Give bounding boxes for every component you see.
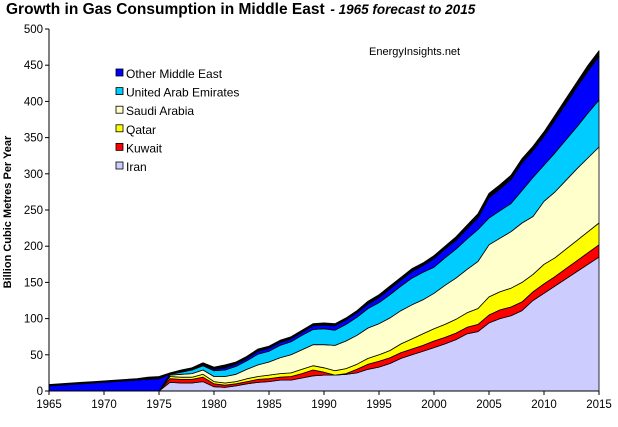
chart-title: Growth in Gas Consumption in Middle East… [6, 1, 476, 18]
x-tick-label: 1990 [311, 399, 337, 411]
x-tick-label: 2010 [531, 399, 557, 411]
y-tick-label: 200 [24, 241, 43, 253]
x-tick-label: 2015 [586, 399, 612, 411]
x-tick-label: 1965 [36, 399, 62, 411]
y-tick-label: 500 [24, 24, 43, 36]
y-tick-label: 100 [24, 314, 43, 326]
y-tick-label: 250 [24, 205, 43, 217]
y-tick-label: 150 [24, 277, 43, 289]
y-tick-label: 0 [37, 386, 43, 398]
legend-swatch-iran [115, 161, 124, 170]
legend-label-qatar: Qatar [126, 123, 156, 137]
x-tick-label: 1995 [366, 399, 392, 411]
source-annotation: EnergyInsights.net [369, 46, 460, 58]
y-tick-label: 400 [24, 96, 43, 108]
x-tick-label: 1970 [91, 399, 117, 411]
legend: Other Middle East United Arab Emirates Sau… [115, 67, 239, 174]
y-tick-label: 50 [30, 350, 43, 362]
legend-label-kuwait: Kuwait [126, 141, 163, 155]
axes: 0 50 100 150 200 250 300 350 400 450 500 1965 1970 19… [24, 24, 612, 411]
legend-swatch-united-arab-emirates [115, 87, 124, 95]
legend-swatch-other-middle-east [115, 68, 124, 77]
x-tick-label: 1980 [201, 399, 227, 411]
y-tick-label: 300 [24, 169, 43, 181]
x-tick-label: 2005 [476, 399, 502, 411]
legend-swatch-qatar [115, 124, 124, 133]
legend-label-united-arab-emirates: United Arab Emirates [126, 86, 239, 100]
legend-label-iran: Iran [126, 160, 147, 174]
x-tick-label: 1975 [146, 399, 172, 411]
legend-label-saudi-arabia: Saudi Arabia [126, 104, 194, 118]
stacked-areas [48, 50, 600, 392]
x-tick-label: 2000 [421, 399, 447, 411]
y-tick-label: 350 [24, 133, 43, 145]
area-top-band [48, 50, 600, 387]
x-tick-label: 1985 [256, 399, 282, 411]
legend-swatch-kuwait [115, 142, 124, 151]
y-axis-label: Billion Cubic Metres Per Year [2, 135, 14, 288]
legend-label-other-middle-east: Other Middle East [126, 67, 223, 81]
legend-swatch-saudi-arabia [115, 105, 124, 114]
y-tick-label: 450 [24, 60, 43, 72]
